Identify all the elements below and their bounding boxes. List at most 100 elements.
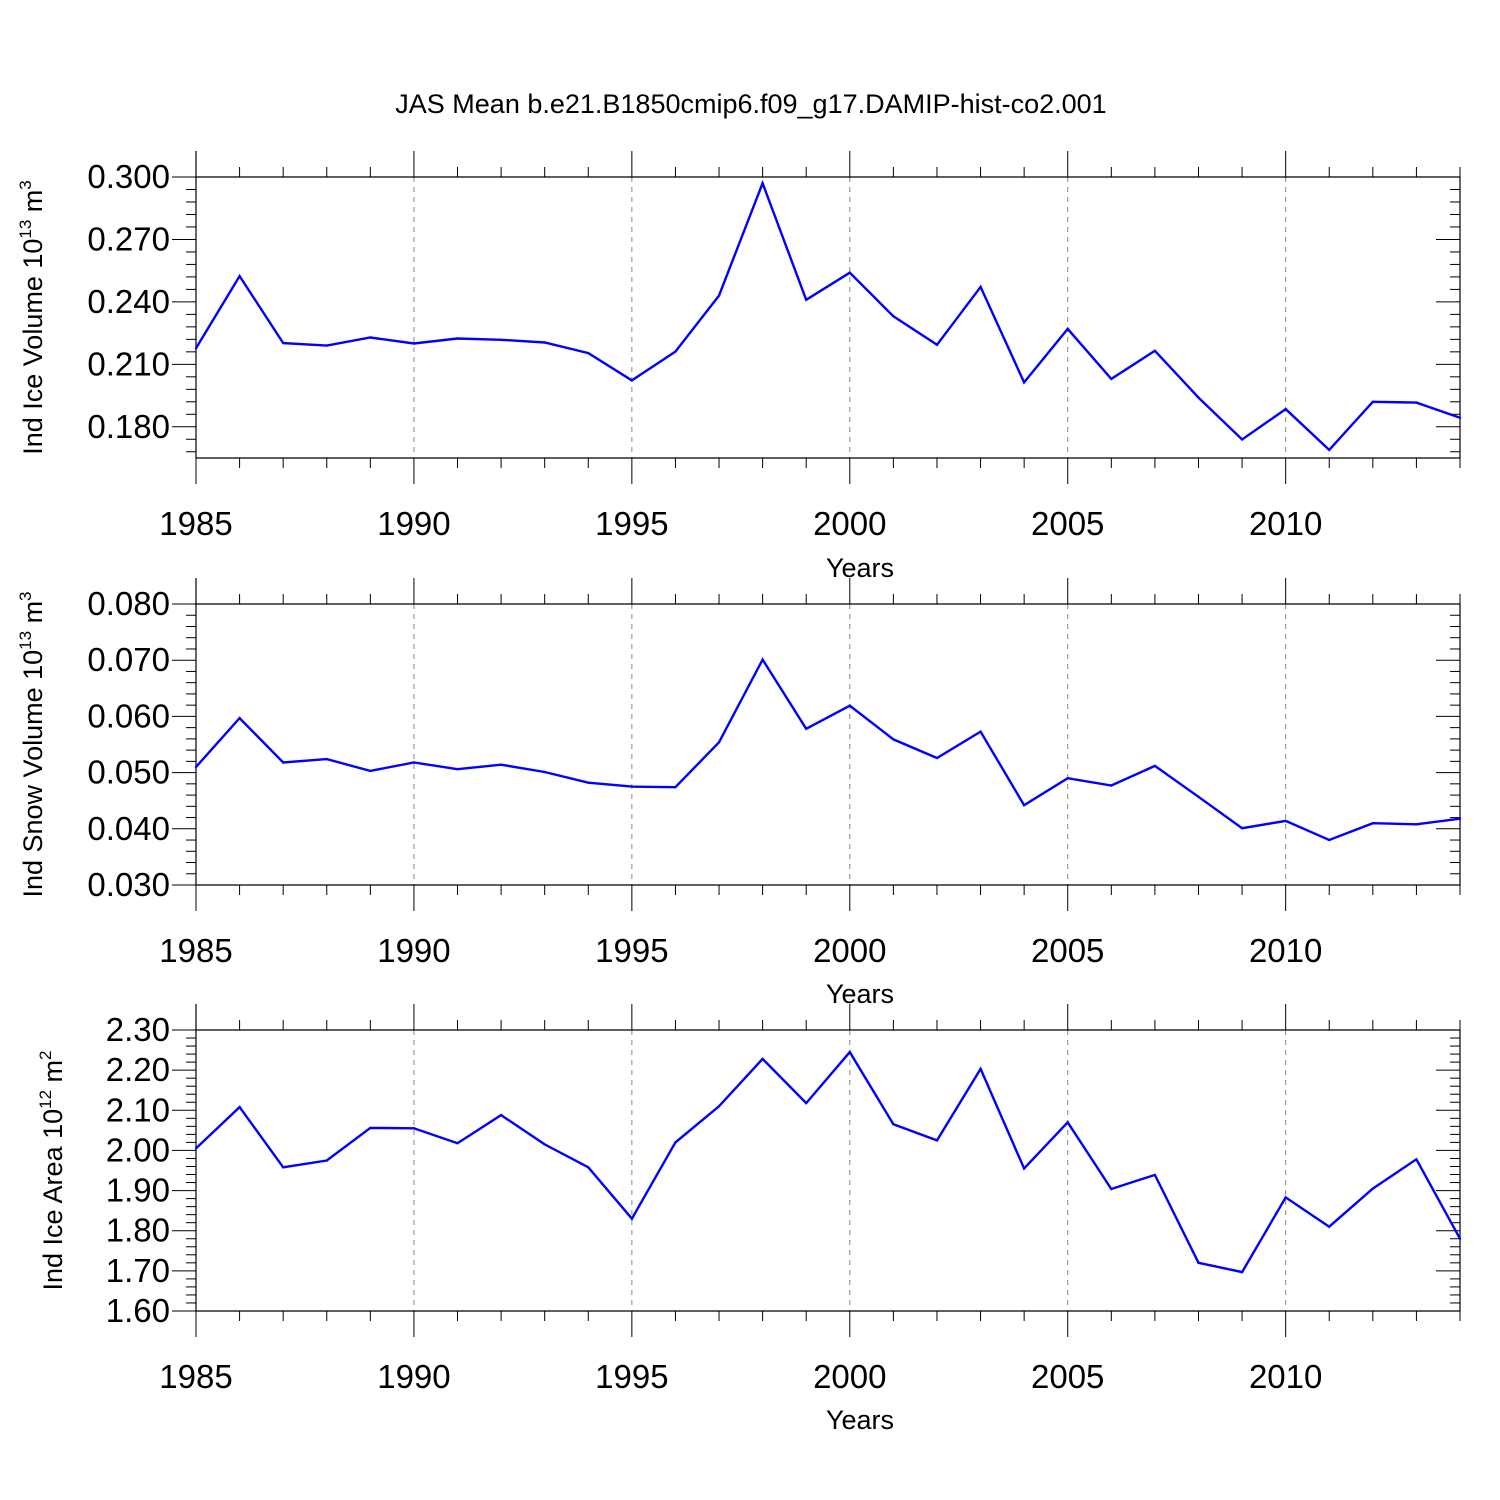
x-tick-label: 2000 bbox=[813, 1358, 886, 1395]
data-point bbox=[1328, 448, 1331, 452]
y-axis-label-text: Ind Ice Area 10 bbox=[38, 1109, 68, 1291]
data-point bbox=[1284, 1196, 1287, 1199]
y-tick-label: 0.060 bbox=[87, 697, 170, 734]
data-point bbox=[412, 342, 416, 345]
data-point bbox=[892, 315, 895, 318]
data-point bbox=[282, 1166, 285, 1169]
data-point bbox=[1197, 795, 1200, 798]
x-tick-label: 2000 bbox=[813, 505, 886, 542]
data-point bbox=[238, 274, 241, 278]
y-axis-label-unit: m bbox=[18, 601, 48, 631]
data-point bbox=[979, 285, 982, 289]
data-point bbox=[630, 785, 634, 788]
data-point bbox=[412, 761, 416, 764]
data-point bbox=[761, 182, 764, 185]
data-point bbox=[848, 704, 851, 707]
y-tick-label: 0.270 bbox=[87, 220, 170, 257]
data-point bbox=[1153, 1173, 1157, 1177]
data-point bbox=[456, 768, 459, 771]
data-point bbox=[935, 756, 939, 760]
data-point bbox=[1328, 1225, 1331, 1228]
data-point bbox=[1284, 819, 1287, 823]
data-point bbox=[194, 347, 198, 350]
data-point bbox=[1066, 1121, 1069, 1124]
data-point bbox=[1371, 1187, 1375, 1190]
data-point bbox=[717, 1105, 721, 1108]
x-tick-label: 2005 bbox=[1031, 1358, 1104, 1395]
data-point bbox=[325, 1159, 328, 1162]
y-axis-label-exponent: 12 bbox=[36, 1090, 55, 1109]
y-axis-label-text: Ind Snow Volume 10 bbox=[18, 650, 48, 898]
data-point bbox=[717, 294, 721, 297]
data-point bbox=[587, 781, 590, 784]
y-tick-label: 2.30 bbox=[106, 1011, 170, 1048]
x-tick-label: 1985 bbox=[159, 932, 232, 969]
data-point bbox=[1110, 1187, 1113, 1191]
data-point bbox=[499, 1113, 503, 1117]
y-tick-label: 1.90 bbox=[106, 1172, 170, 1209]
x-tick-label: 1985 bbox=[159, 505, 232, 542]
data-point bbox=[1371, 400, 1375, 403]
x-tick-label: 2005 bbox=[1031, 932, 1104, 969]
data-point bbox=[805, 1101, 808, 1105]
y-tick-label: 1.60 bbox=[106, 1292, 170, 1329]
y-axis-label: Ind Ice Volume 1013 m3 bbox=[16, 180, 48, 455]
x-tick-label: 1990 bbox=[377, 505, 450, 542]
data-point bbox=[1458, 1237, 1462, 1240]
data-point bbox=[1153, 764, 1157, 768]
data-point bbox=[805, 298, 808, 301]
data-point bbox=[194, 765, 198, 769]
data-point bbox=[1458, 817, 1462, 820]
data-point bbox=[1415, 401, 1418, 404]
y-tick-label: 0.030 bbox=[87, 866, 170, 903]
data-point bbox=[979, 730, 982, 733]
data-point bbox=[325, 757, 328, 761]
chart-title: JAS Mean b.e21.B1850cmip6.f09_g17.DAMIP-… bbox=[395, 89, 1106, 119]
y-axis-label: Ind Ice Area 1012 m2 bbox=[36, 1050, 68, 1290]
data-point bbox=[282, 341, 285, 345]
y-axis-label-exponent: 13 bbox=[16, 220, 35, 239]
data-point bbox=[1110, 377, 1113, 381]
data-point bbox=[761, 1057, 764, 1061]
data-point bbox=[935, 1139, 939, 1142]
y-tick-label: 0.080 bbox=[87, 585, 170, 622]
x-tick-label: 1990 bbox=[377, 932, 450, 969]
y-tick-label: 1.80 bbox=[106, 1212, 170, 1249]
x-tick-label: 1985 bbox=[159, 1358, 232, 1395]
data-point bbox=[1240, 827, 1244, 830]
data-point bbox=[543, 341, 546, 344]
y-axis-label-unit-exponent: 3 bbox=[16, 180, 35, 189]
series-line bbox=[195, 657, 1461, 842]
x-tick-label: 1995 bbox=[595, 1358, 668, 1395]
y-axis-label-unit: m bbox=[18, 190, 48, 220]
chart-panel-3: 1985 1990 1995 2000 2005 2010 2.302.202.102.00… bbox=[36, 1004, 1462, 1435]
y-axis-label-unit: m bbox=[38, 1060, 68, 1090]
data-point bbox=[412, 1127, 416, 1130]
data-point bbox=[717, 741, 721, 744]
y-tick-label: 0.300 bbox=[87, 158, 170, 195]
x-tick-label: 2010 bbox=[1249, 932, 1322, 969]
data-point bbox=[1153, 349, 1157, 352]
data-point bbox=[674, 1141, 677, 1144]
data-point bbox=[1240, 1270, 1244, 1274]
chart-panel-2: 1985 1990 1995 2000 2005 2010 0.080 0.070 0.060 0… bbox=[16, 578, 1462, 1009]
data-point bbox=[238, 1105, 241, 1109]
x-axis-label: Years bbox=[826, 979, 894, 1009]
data-point bbox=[848, 271, 851, 274]
data-point bbox=[543, 770, 546, 774]
y-tick-label: 1.70 bbox=[106, 1252, 170, 1289]
y-tick-label: 0.050 bbox=[87, 754, 170, 791]
y-axis-label-unit-exponent: 2 bbox=[36, 1050, 55, 1059]
data-point bbox=[1284, 407, 1287, 411]
data-point bbox=[848, 1050, 851, 1054]
data-point bbox=[1197, 1261, 1200, 1265]
data-point bbox=[1240, 438, 1244, 441]
series-line bbox=[195, 1050, 1462, 1274]
data-point bbox=[369, 1126, 372, 1130]
data-point bbox=[1197, 396, 1200, 399]
y-tick-label: 0.210 bbox=[87, 345, 170, 382]
data-point bbox=[194, 1147, 198, 1150]
x-tick-label: 1995 bbox=[595, 505, 668, 542]
data-point bbox=[456, 337, 459, 340]
